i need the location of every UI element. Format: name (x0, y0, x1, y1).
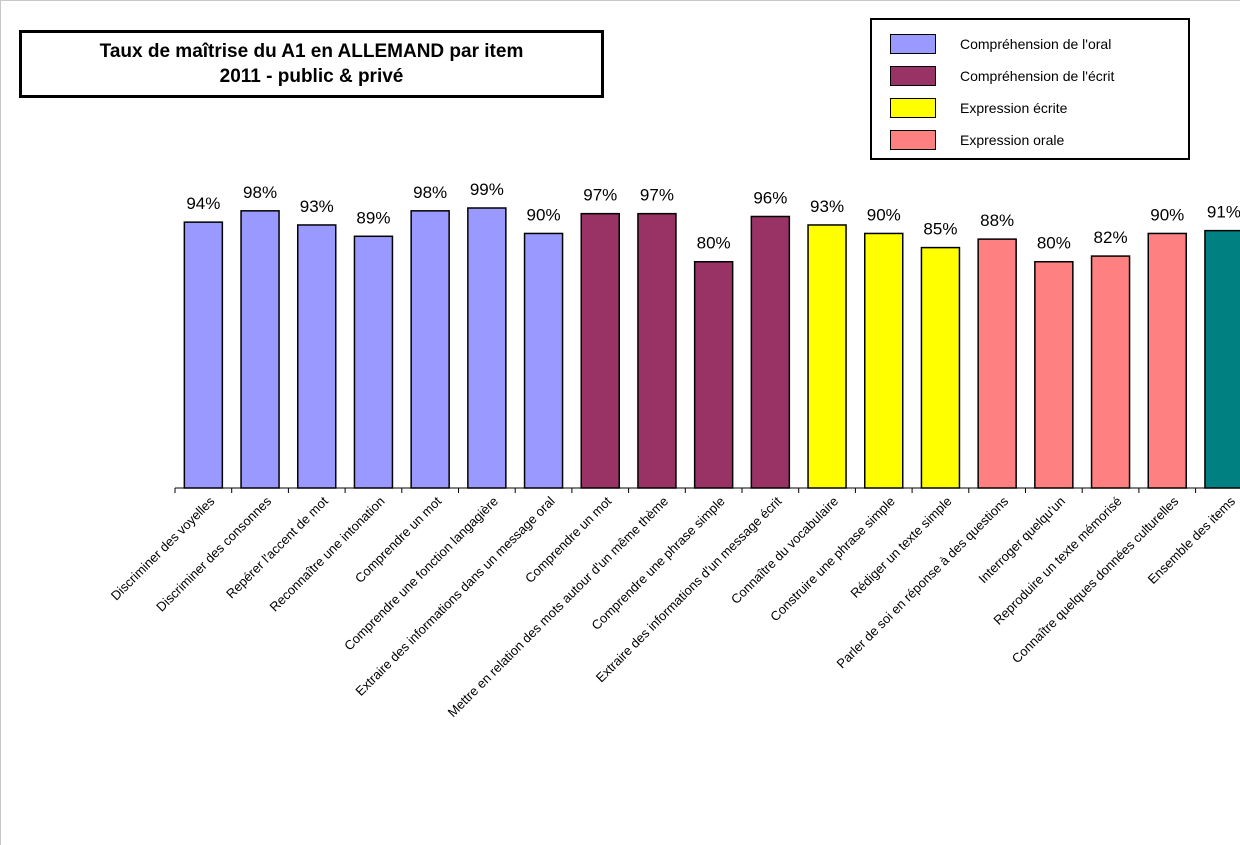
category-label: Reconnaître une intonation (267, 494, 388, 615)
bar-value-label: 99% (470, 180, 504, 199)
legend-swatch (890, 66, 936, 86)
bar-value-label: 93% (810, 197, 844, 216)
legend-label: Expression écrite (960, 100, 1068, 116)
bar-value-label: 89% (356, 208, 390, 227)
bar-value-label: 90% (527, 205, 561, 224)
chart-title: Taux de maîtrise du A1 en ALLEMAND par i… (19, 30, 604, 98)
category-label: Extraire des informations dans un messag… (352, 493, 557, 698)
bar-value-label: 94% (186, 194, 220, 213)
bar-value-label: 82% (1094, 228, 1128, 247)
bar-value-label: 98% (243, 183, 277, 202)
bar (1034, 260, 1074, 489)
legend-swatch (890, 34, 936, 54)
bar (920, 246, 961, 489)
x-ticks-layer (174, 488, 1197, 493)
bar (977, 238, 1017, 489)
category-label: Mettre en relation des mots autour d'un … (445, 494, 671, 720)
bar (807, 224, 847, 489)
legend-label: Compréhension de l'oral (960, 36, 1112, 52)
legend-item-comprehension-ecrit: Compréhension de l'écrit (890, 64, 1114, 88)
legend-item-expression-orale: Expression orale (890, 128, 1064, 152)
legend-label: Expression orale (960, 132, 1065, 148)
bar-value-label: 98% (413, 183, 447, 202)
bar-value-label: 93% (300, 197, 334, 216)
legend-swatch (890, 130, 936, 150)
bar (240, 210, 280, 489)
bar (1204, 229, 1240, 489)
bar (637, 212, 677, 489)
legend-item-comprehension-oral: Compréhension de l'oral (890, 32, 1111, 56)
bar (693, 260, 734, 489)
bar-value-label: 97% (583, 186, 617, 205)
category-label: Repérer l'accent de mot (223, 493, 331, 601)
bar-value-label: 88% (980, 211, 1014, 230)
bar-value-label: 90% (1150, 205, 1184, 224)
category-label: Discriminer des consonnes (153, 493, 274, 614)
bar-value-label: 90% (867, 205, 901, 224)
bar (580, 212, 620, 489)
category-label: Discriminer des voyelles (108, 493, 218, 603)
bar-value-label: 85% (923, 220, 957, 239)
value-labels-layer: 94% 98% 93% 89% 98% 99% 90% 97% 97% 80% 96% 93% 90% 8… (186, 180, 1240, 253)
category-label: Rédiger un texte simple (847, 494, 954, 601)
bar (410, 210, 450, 489)
chart-title-line1: Taux de maîtrise du A1 en ALLEMAND par i… (99, 41, 524, 62)
legend-item-expression-ecrite: Expression écrite (890, 96, 1067, 120)
category-label: Connaître du vocabulaire (728, 494, 841, 607)
bar (353, 235, 394, 489)
chart-title-line2: 2011 - public & privé (219, 66, 404, 87)
legend-swatch (890, 98, 936, 118)
bar (864, 232, 904, 489)
bar-value-label: 97% (640, 186, 674, 205)
bar-value-label: 96% (753, 188, 787, 207)
bar (297, 224, 337, 489)
bar-value-label: 80% (1037, 234, 1071, 253)
bar (183, 221, 224, 489)
chart-legend: Compréhension de l'oral Compréhension de… (870, 18, 1190, 160)
bars-layer (183, 207, 1240, 489)
bar (1090, 255, 1131, 489)
bar (467, 207, 507, 489)
bar-value-label: 80% (697, 234, 731, 253)
bar-value-label: 91% (1207, 203, 1240, 222)
bar (1147, 232, 1187, 489)
legend-label: Compréhension de l'écrit (960, 68, 1115, 84)
bar (750, 215, 791, 489)
bar (523, 232, 564, 489)
